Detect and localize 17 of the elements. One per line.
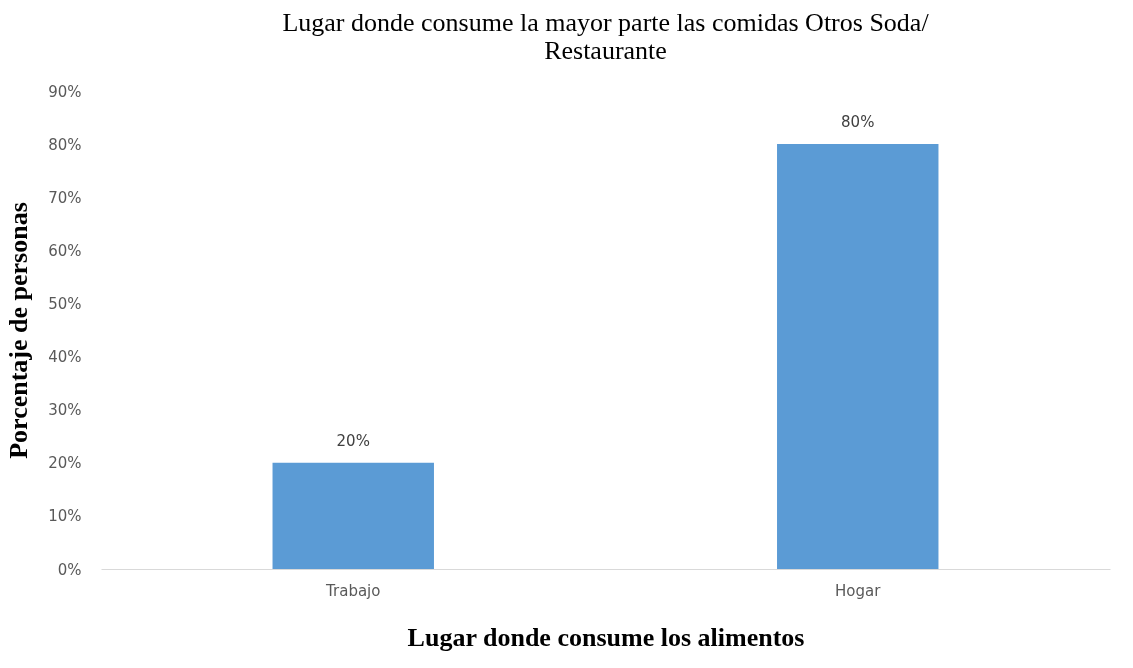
- y-tick-label: 70%: [48, 188, 82, 207]
- data-label: 20%: [336, 431, 370, 450]
- y-tick-label: 90%: [48, 82, 82, 101]
- y-tick-label: 40%: [48, 348, 82, 367]
- y-tick-label: 10%: [48, 507, 82, 526]
- x-axis-title: Lugar donde consume los alimentos: [407, 622, 805, 652]
- y-tick-label: 60%: [48, 241, 82, 260]
- y-tick-label: 20%: [48, 454, 82, 473]
- x-tick-label: Hogar: [835, 581, 882, 600]
- chart-title: Lugar donde consume la mayor parte las comidas Otros Soda/ Restaurante: [282, 8, 930, 65]
- data-label: 80%: [841, 113, 875, 132]
- y-tick-label: 80%: [48, 135, 82, 154]
- x-tick-label: Trabajo: [325, 581, 381, 600]
- y-axis-title: Porcentaje de personas: [4, 202, 34, 459]
- y-tick-label: 30%: [48, 401, 82, 420]
- y-tick-label: 0%: [57, 560, 82, 579]
- y-tick-label: 50%: [48, 294, 82, 313]
